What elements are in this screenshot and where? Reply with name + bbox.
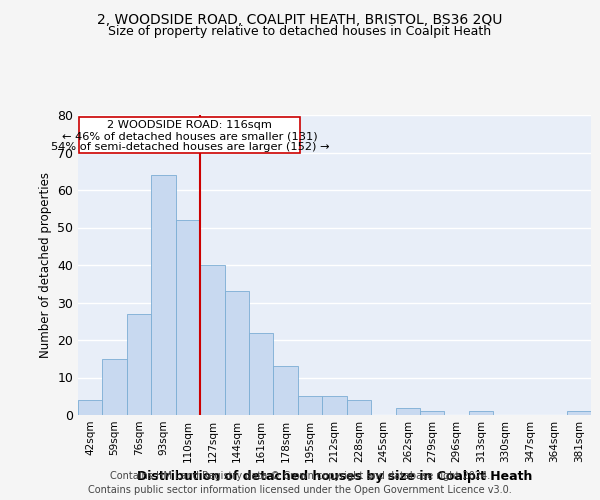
Y-axis label: Number of detached properties: Number of detached properties bbox=[38, 172, 52, 358]
Bar bbox=[322, 396, 347, 415]
Bar bbox=[469, 411, 493, 415]
Bar bbox=[103, 359, 127, 415]
Bar bbox=[347, 400, 371, 415]
X-axis label: Distribution of detached houses by size in Coalpit Heath: Distribution of detached houses by size … bbox=[137, 470, 532, 484]
Text: Contains HM Land Registry data © Crown copyright and database right 2024.: Contains HM Land Registry data © Crown c… bbox=[110, 471, 490, 481]
Text: 2 WOODSIDE ROAD: 116sqm: 2 WOODSIDE ROAD: 116sqm bbox=[107, 120, 272, 130]
Bar bbox=[420, 411, 445, 415]
FancyBboxPatch shape bbox=[79, 117, 300, 152]
Text: Size of property relative to detached houses in Coalpit Heath: Size of property relative to detached ho… bbox=[109, 25, 491, 38]
Text: 54% of semi-detached houses are larger (152) →: 54% of semi-detached houses are larger (… bbox=[50, 142, 329, 152]
Bar bbox=[274, 366, 298, 415]
Bar bbox=[224, 291, 249, 415]
Bar bbox=[127, 314, 151, 415]
Bar bbox=[176, 220, 200, 415]
Text: 2, WOODSIDE ROAD, COALPIT HEATH, BRISTOL, BS36 2QU: 2, WOODSIDE ROAD, COALPIT HEATH, BRISTOL… bbox=[97, 12, 503, 26]
Bar bbox=[78, 400, 103, 415]
Text: ← 46% of detached houses are smaller (131): ← 46% of detached houses are smaller (13… bbox=[62, 131, 317, 141]
Bar bbox=[566, 411, 591, 415]
Bar bbox=[249, 332, 274, 415]
Text: Contains public sector information licensed under the Open Government Licence v3: Contains public sector information licen… bbox=[88, 485, 512, 495]
Bar bbox=[395, 408, 420, 415]
Bar bbox=[298, 396, 322, 415]
Bar bbox=[151, 175, 176, 415]
Bar bbox=[200, 265, 224, 415]
